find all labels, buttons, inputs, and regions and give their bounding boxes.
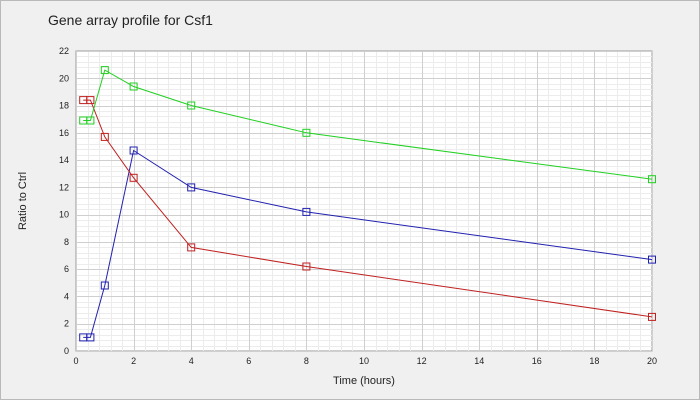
data-point [100,132,109,141]
y-tick-label: 20 [59,73,69,83]
y-tick-label: 2 [64,319,69,329]
x-tick-label: 0 [73,356,78,366]
data-point [100,66,109,75]
y-tick-label: 10 [59,210,69,220]
data-point [648,175,656,184]
data-point [187,183,196,192]
x-tick-label: 16 [532,356,542,366]
series-2 [79,96,656,321]
series-line [83,99,653,318]
series-layer [79,66,656,342]
series-3 [79,66,656,184]
x-axis-ticks: 0 2 4 6 8 10 12 14 16 18 20 [73,356,657,366]
x-tick-label: 10 [359,356,369,366]
y-tick-label: 8 [64,237,69,247]
x-tick-label: 6 [246,356,251,366]
data-point [187,101,196,110]
y-tick-label: 12 [59,182,69,192]
x-axis-label: Time (hours) [333,375,395,387]
data-point [187,243,196,252]
series-line [83,149,653,338]
y-tick-label: 6 [64,264,69,274]
major-grid [76,51,653,352]
y-tick-label: 18 [59,101,69,111]
y-tick-label: 16 [59,128,69,138]
data-point [86,96,95,105]
x-tick-label: 14 [474,356,484,366]
x-tick-label: 12 [417,356,427,366]
series-line [83,69,653,180]
y-tick-label: 22 [59,46,69,56]
data-point [648,312,656,321]
data-point [302,262,311,271]
series-1 [79,146,656,342]
data-point [648,255,656,264]
data-point [129,173,138,182]
data-point [302,128,311,137]
data-point [302,207,311,216]
data-point [100,281,109,290]
y-axis-ticks: 0 2 4 6 8 10 12 14 16 18 20 22 [59,46,69,356]
x-tick-label: 8 [304,356,309,366]
x-tick-label: 18 [589,356,599,366]
x-tick-label: 2 [131,356,136,366]
y-tick-label: 4 [64,291,69,301]
y-tick-label: 0 [64,346,69,356]
data-point [129,146,138,155]
x-tick-label: 20 [647,356,657,366]
data-point [129,82,138,91]
x-tick-label: 4 [189,356,194,366]
y-axis-label: Ratio to Ctrl [17,172,29,230]
y-tick-label: 14 [59,155,69,165]
data-point [86,333,95,342]
data-point [86,116,95,125]
chart-title: Gene array profile for Csf1 [48,12,213,28]
